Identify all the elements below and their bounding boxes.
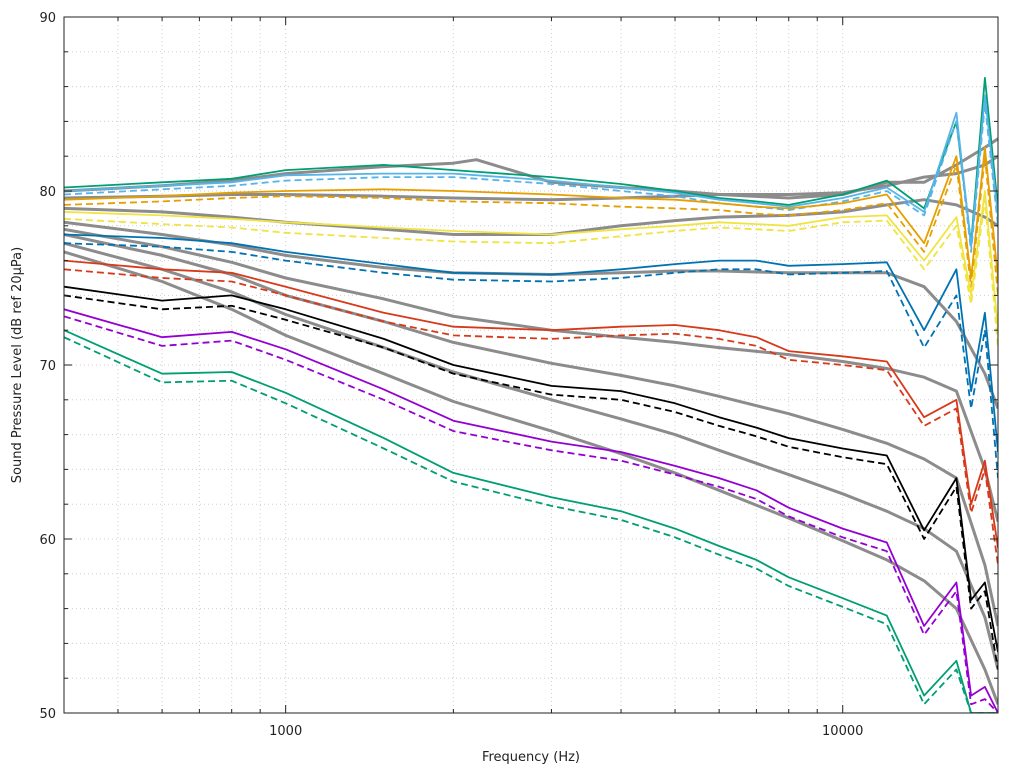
series-line-orange-solid <box>64 146 998 279</box>
x-axis-label: Frequency (Hz) <box>482 750 580 765</box>
series-line-blue-solid <box>64 233 998 453</box>
series-line-black-solid <box>64 285 998 653</box>
series-line-green-solid <box>64 77 998 245</box>
axis-ticks: 1000 10000 50 60 70 80 90 <box>39 11 998 739</box>
series-line-lightblue-dashed <box>64 103 998 253</box>
series-line-teal-dashed <box>64 336 998 713</box>
x-tick-label: 1000 <box>269 724 302 739</box>
y-tick-label: 90 <box>39 11 56 26</box>
series-line-gray-4 <box>64 220 998 410</box>
series-line-gray-6 <box>64 233 998 627</box>
grid <box>63 16 998 714</box>
y-tick-label: 70 <box>39 359 56 374</box>
series-lines <box>64 77 998 713</box>
series-line-red-solid <box>64 259 998 548</box>
series-line-yellow-solid <box>64 190 998 331</box>
series-line-gray-8 <box>64 250 998 705</box>
series-line-red-dashed <box>64 268 998 566</box>
series-line-yellow-dashed <box>64 198 998 348</box>
y-tick-label: 60 <box>39 533 56 548</box>
x-tick-label: 10000 <box>822 724 863 739</box>
y-tick-label: 50 <box>39 707 56 722</box>
series-line-purple-solid <box>64 308 998 713</box>
y-axis-label: Sound Pressure Level (dB ref 20µPa) <box>10 247 25 483</box>
series-line-orange-dashed <box>64 155 998 296</box>
y-tick-label: 80 <box>39 185 56 200</box>
series-line-teal-solid <box>64 329 998 713</box>
series-line-blue-dashed <box>64 242 998 479</box>
series-line-lightblue-solid <box>64 94 998 248</box>
series-line-gray-5 <box>64 227 998 522</box>
series-line-gray-7 <box>64 241 998 670</box>
series-line-black-dashed <box>64 294 998 670</box>
series-line-purple-dashed <box>64 315 998 713</box>
